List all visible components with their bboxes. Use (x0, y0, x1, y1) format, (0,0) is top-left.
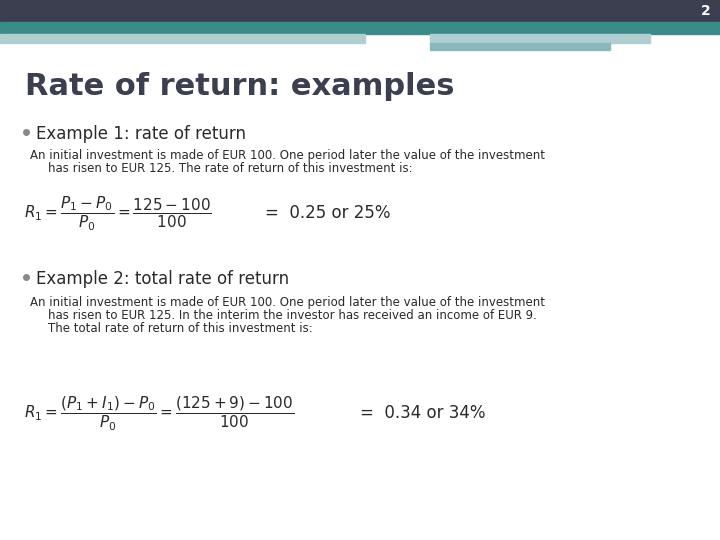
Text: The total rate of return of this investment is:: The total rate of return of this investm… (48, 322, 312, 335)
Text: Rate of return: examples: Rate of return: examples (25, 72, 454, 101)
Text: Example 1: rate of return: Example 1: rate of return (36, 125, 246, 143)
Text: has risen to EUR 125. The rate of return of this investment is:: has risen to EUR 125. The rate of return… (48, 162, 413, 175)
Text: $R_1 = \dfrac{P_1-P_0}{P_0} = \dfrac{125-100}{100}$: $R_1 = \dfrac{P_1-P_0}{P_0} = \dfrac{125… (24, 195, 212, 233)
Text: Example 2: total rate of return: Example 2: total rate of return (36, 270, 289, 288)
Text: =  0.34 or 34%: = 0.34 or 34% (360, 404, 485, 422)
Text: 2: 2 (701, 4, 711, 18)
Text: $R_1 = \dfrac{(P_1 + I_1) - P_0}{P_0} = \dfrac{(125 + 9) - 100}{100}$: $R_1 = \dfrac{(P_1 + I_1) - P_0}{P_0} = … (24, 395, 294, 434)
Text: An initial investment is made of EUR 100. One period later the value of the inve: An initial investment is made of EUR 100… (30, 296, 545, 309)
Bar (0, 0, 720, 22)
Bar (0, 34, 365, 43)
Text: has risen to EUR 125. In the interim the investor has received an income of EUR : has risen to EUR 125. In the interim the… (48, 309, 537, 322)
Bar (430, 43, 610, 50)
Text: =  0.25 or 25%: = 0.25 or 25% (265, 204, 390, 222)
Text: An initial investment is made of EUR 100. One period later the value of the inve: An initial investment is made of EUR 100… (30, 149, 545, 162)
Bar (430, 34, 650, 43)
Bar (0, 22, 720, 34)
